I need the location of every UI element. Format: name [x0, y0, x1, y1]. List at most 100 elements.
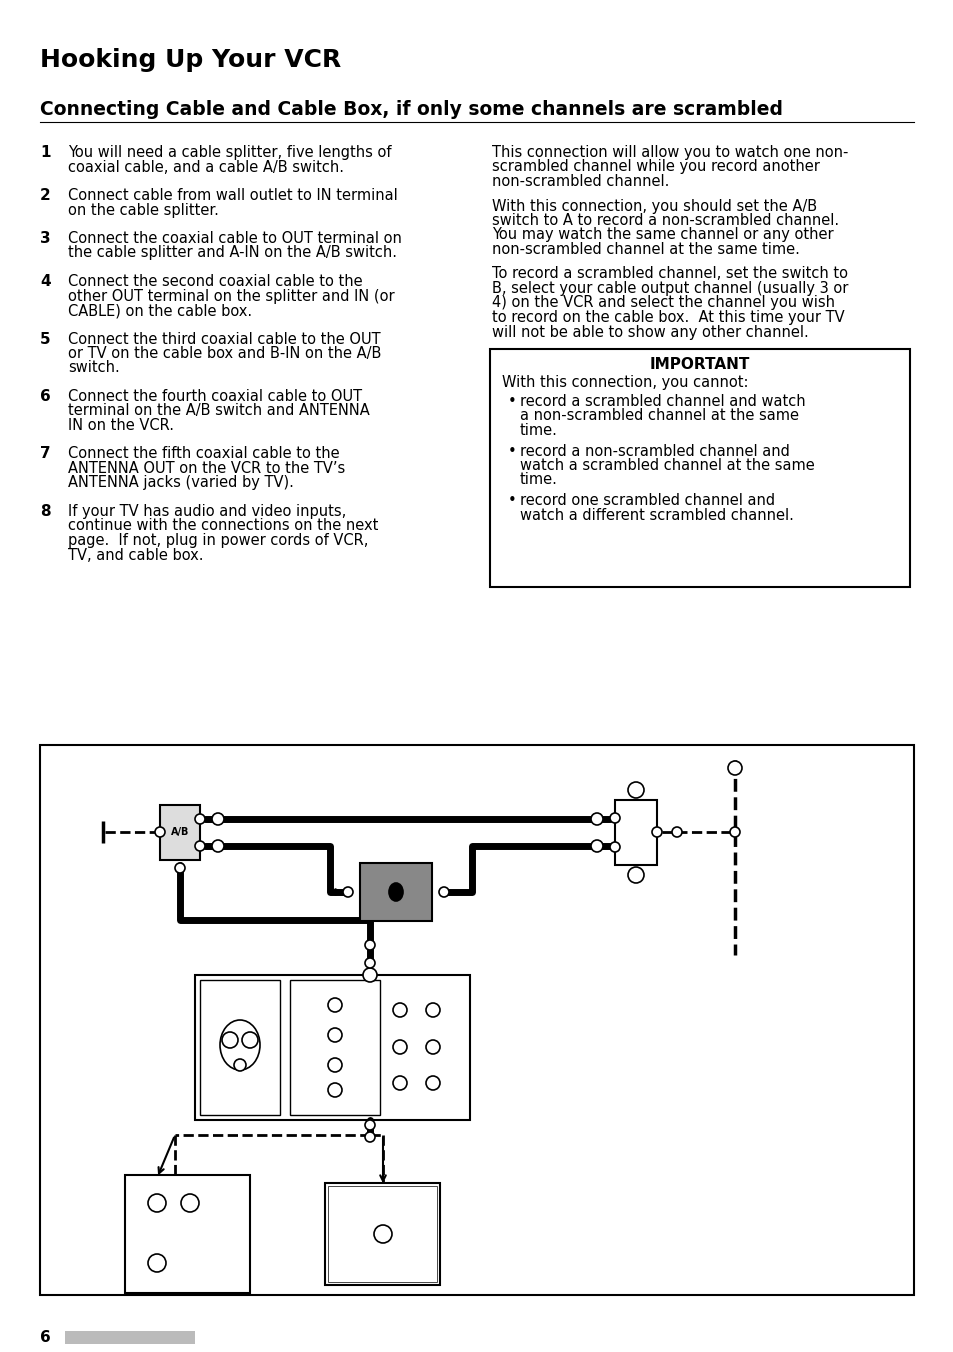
- Circle shape: [363, 968, 376, 982]
- Circle shape: [328, 1083, 341, 1096]
- Circle shape: [426, 1076, 439, 1090]
- Text: 7: 7: [40, 446, 51, 461]
- Text: page.  If not, plug in power cords of VCR,: page. If not, plug in power cords of VCR…: [68, 533, 368, 548]
- Text: time.: time.: [519, 472, 558, 488]
- Text: IN on the VCR.: IN on the VCR.: [68, 418, 173, 433]
- Text: record one scrambled channel and: record one scrambled channel and: [519, 493, 774, 508]
- Text: CABLE) on the cable box.: CABLE) on the cable box.: [68, 303, 252, 318]
- Text: Connect the coaxial cable to OUT terminal on: Connect the coaxial cable to OUT termina…: [68, 231, 401, 246]
- Text: non-scrambled channel at the same time.: non-scrambled channel at the same time.: [492, 242, 799, 257]
- Circle shape: [393, 1003, 407, 1017]
- Circle shape: [194, 814, 205, 823]
- Circle shape: [609, 842, 619, 852]
- Bar: [359, 863, 432, 921]
- Circle shape: [426, 1003, 439, 1017]
- Text: ANTENNA OUT on the VCR to the TV’s: ANTENNA OUT on the VCR to the TV’s: [68, 461, 345, 476]
- Text: 3: 3: [40, 231, 51, 246]
- Text: Connect cable from wall outlet to IN terminal: Connect cable from wall outlet to IN ter…: [68, 188, 397, 203]
- Bar: [65, 1330, 194, 1344]
- Text: time.: time.: [519, 423, 558, 438]
- Bar: [40, 745, 913, 1295]
- Circle shape: [627, 781, 643, 798]
- Text: record a scrambled channel and watch: record a scrambled channel and watch: [519, 393, 804, 410]
- Bar: [160, 804, 200, 860]
- Bar: [325, 1183, 439, 1284]
- Text: continue with the connections on the next: continue with the connections on the nex…: [68, 519, 378, 534]
- Circle shape: [343, 887, 353, 896]
- Text: With this connection, you should set the A/B: With this connection, you should set the…: [492, 199, 817, 214]
- Circle shape: [148, 1194, 166, 1211]
- Text: A/B: A/B: [171, 827, 189, 837]
- Text: scrambled channel while you record another: scrambled channel while you record anoth…: [492, 160, 819, 174]
- Text: Connect the second coaxial cable to the: Connect the second coaxial cable to the: [68, 274, 362, 289]
- Circle shape: [148, 1255, 166, 1272]
- Bar: [200, 980, 280, 1115]
- Circle shape: [393, 1040, 407, 1055]
- Circle shape: [242, 1032, 257, 1048]
- Circle shape: [181, 1194, 199, 1211]
- Text: terminal on the A/B switch and ANTENNA: terminal on the A/B switch and ANTENNA: [68, 403, 370, 419]
- Text: •: •: [507, 443, 517, 458]
- Text: With this connection, you cannot:: With this connection, you cannot:: [501, 376, 748, 391]
- Text: •: •: [507, 393, 517, 410]
- Bar: [490, 349, 909, 587]
- Circle shape: [651, 827, 661, 837]
- Circle shape: [590, 840, 602, 852]
- Text: 6: 6: [40, 1330, 51, 1345]
- Circle shape: [590, 813, 602, 825]
- Circle shape: [328, 1028, 341, 1042]
- Circle shape: [233, 1059, 246, 1071]
- Circle shape: [154, 827, 165, 837]
- Circle shape: [426, 1040, 439, 1055]
- Text: B, select your cable output channel (usually 3 or: B, select your cable output channel (usu…: [492, 281, 847, 296]
- Ellipse shape: [220, 1019, 260, 1069]
- Circle shape: [374, 1225, 392, 1242]
- Text: Connect the fourth coaxial cable to OUT: Connect the fourth coaxial cable to OUT: [68, 389, 362, 404]
- Text: record a non-scrambled channel and: record a non-scrambled channel and: [519, 443, 789, 458]
- Circle shape: [365, 1119, 375, 1130]
- Text: to record on the cable box.  At this time your TV: to record on the cable box. At this time…: [492, 310, 843, 324]
- Text: 8: 8: [40, 504, 51, 519]
- Text: switch to A to record a non-scrambled channel.: switch to A to record a non-scrambled ch…: [492, 214, 839, 228]
- Bar: [290, 980, 379, 1115]
- Bar: [615, 800, 657, 865]
- Text: switch.: switch.: [68, 361, 120, 376]
- Text: ANTENNA jacks (varied by TV).: ANTENNA jacks (varied by TV).: [68, 476, 294, 491]
- Text: the cable splitter and A-IN on the A/B switch.: the cable splitter and A-IN on the A/B s…: [68, 246, 396, 261]
- Circle shape: [727, 761, 741, 775]
- Text: Connecting Cable and Cable Box, if only some channels are scrambled: Connecting Cable and Cable Box, if only …: [40, 100, 782, 119]
- Circle shape: [438, 887, 449, 896]
- Ellipse shape: [389, 883, 402, 900]
- Text: or TV on the cable box and B-IN on the A/B: or TV on the cable box and B-IN on the A…: [68, 346, 381, 361]
- Circle shape: [365, 959, 375, 968]
- Text: Hooking Up Your VCR: Hooking Up Your VCR: [40, 49, 341, 72]
- Text: watch a different scrambled channel.: watch a different scrambled channel.: [519, 507, 793, 522]
- Bar: [328, 1186, 436, 1282]
- Text: IMPORTANT: IMPORTANT: [649, 357, 749, 372]
- Bar: [125, 1175, 250, 1293]
- Text: 4: 4: [40, 274, 51, 289]
- Text: 5: 5: [40, 331, 51, 346]
- Text: If your TV has audio and video inputs,: If your TV has audio and video inputs,: [68, 504, 346, 519]
- Circle shape: [212, 840, 224, 852]
- Text: To record a scrambled channel, set the switch to: To record a scrambled channel, set the s…: [492, 266, 847, 281]
- Text: 6: 6: [40, 389, 51, 404]
- Text: •: •: [507, 493, 517, 508]
- Text: 2: 2: [40, 188, 51, 203]
- Circle shape: [194, 841, 205, 850]
- Text: TV, and cable box.: TV, and cable box.: [68, 548, 203, 562]
- Text: on the cable splitter.: on the cable splitter.: [68, 203, 218, 218]
- Circle shape: [174, 863, 185, 873]
- Text: You may watch the same channel or any other: You may watch the same channel or any ot…: [492, 227, 833, 242]
- Bar: [194, 975, 470, 1119]
- Circle shape: [365, 1132, 375, 1142]
- Text: a non-scrambled channel at the same: a non-scrambled channel at the same: [519, 408, 799, 423]
- Text: other OUT terminal on the splitter and IN (or: other OUT terminal on the splitter and I…: [68, 288, 395, 303]
- Text: 1: 1: [40, 145, 51, 160]
- Circle shape: [328, 998, 341, 1013]
- Circle shape: [609, 813, 619, 823]
- Circle shape: [729, 827, 740, 837]
- Text: non-scrambled channel.: non-scrambled channel.: [492, 174, 669, 189]
- Text: You will need a cable splitter, five lengths of: You will need a cable splitter, five len…: [68, 145, 391, 160]
- Circle shape: [212, 813, 224, 825]
